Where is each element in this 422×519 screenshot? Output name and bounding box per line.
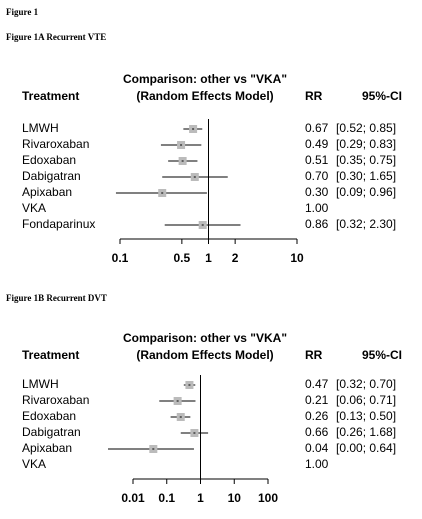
chart-caption: Figure 1B Recurrent DVT <box>6 293 107 303</box>
row-label: Apixaban <box>22 441 72 455</box>
ci-label: [0.32; 0.70] <box>336 377 396 391</box>
ci-label: [0.29; 0.83] <box>336 137 396 151</box>
rr-label: 0.66 <box>305 425 329 439</box>
column-header: RR <box>305 348 323 362</box>
x-tick-label: 100 <box>258 491 278 505</box>
row-label: LMWH <box>22 377 59 391</box>
column-header: 95%-CI <box>362 348 402 362</box>
chart-title: Comparison: other vs "VKA" <box>123 331 287 345</box>
chart-caption: Figure 1A Recurrent VTE <box>6 32 106 42</box>
ci-label: [0.30; 1.65] <box>336 169 396 183</box>
x-tick-label: 1 <box>205 251 212 265</box>
column-header: Treatment <box>22 348 79 362</box>
row-label: LMWH <box>22 121 59 135</box>
row-label: Apixaban <box>22 185 72 199</box>
row-label: Dabigatran <box>22 169 81 183</box>
rr-label: 0.70 <box>305 169 329 183</box>
ci-label: [0.09; 0.96] <box>336 185 396 199</box>
rr-label: 0.21 <box>305 393 329 407</box>
chart-subtitle: (Random Effects Model) <box>136 348 273 362</box>
rr-label: 0.49 <box>305 137 329 151</box>
row-label: VKA <box>22 457 46 471</box>
x-tick-label: 10 <box>228 491 242 505</box>
rr-label: 1.00 <box>305 457 329 471</box>
x-tick-label: 0.01 <box>121 491 145 505</box>
rr-label: 0.30 <box>305 185 329 199</box>
rr-label: 1.00 <box>305 201 329 215</box>
row-label: Rivaroxaban <box>22 393 89 407</box>
ci-label: [0.35; 0.75] <box>336 153 396 167</box>
x-tick-label: 2 <box>232 251 239 265</box>
ci-label: [0.52; 0.85] <box>336 121 396 135</box>
x-tick-label: 0.1 <box>158 491 175 505</box>
x-tick-label: 0.5 <box>174 251 191 265</box>
ci-label: [0.26; 1.68] <box>336 425 396 439</box>
rr-label: 0.26 <box>305 409 329 423</box>
x-tick-label: 1 <box>197 491 204 505</box>
rr-label: 0.04 <box>305 441 329 455</box>
x-tick-label: 0.1 <box>112 251 129 265</box>
row-label: Rivaroxaban <box>22 137 89 151</box>
rr-label: 0.51 <box>305 153 329 167</box>
x-tick-label: 10 <box>290 251 304 265</box>
ci-label: [0.00; 0.64] <box>336 441 396 455</box>
ci-label: [0.13; 0.50] <box>336 409 396 423</box>
ci-label: [0.06; 0.71] <box>336 393 396 407</box>
row-label: Fondaparinux <box>22 217 95 231</box>
row-label: Edoxaban <box>22 409 76 423</box>
rr-label: 0.67 <box>305 121 329 135</box>
column-header: Treatment <box>22 89 79 103</box>
figure-title: Figure 1 <box>6 7 39 17</box>
row-label: VKA <box>22 201 46 215</box>
chart-subtitle: (Random Effects Model) <box>136 89 273 103</box>
column-header: 95%-CI <box>362 89 402 103</box>
rr-label: 0.47 <box>305 377 329 391</box>
column-header: RR <box>305 89 323 103</box>
chart-title: Comparison: other vs "VKA" <box>123 72 287 86</box>
row-label: Edoxaban <box>22 153 76 167</box>
ci-label: [0.32; 2.30] <box>336 217 396 231</box>
row-label: Dabigatran <box>22 425 81 439</box>
rr-label: 0.86 <box>305 217 329 231</box>
